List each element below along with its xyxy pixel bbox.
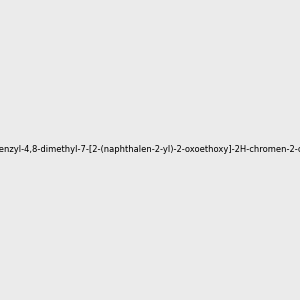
Text: 3-benzyl-4,8-dimethyl-7-[2-(naphthalen-2-yl)-2-oxoethoxy]-2H-chromen-2-one: 3-benzyl-4,8-dimethyl-7-[2-(naphthalen-2… [0, 146, 300, 154]
